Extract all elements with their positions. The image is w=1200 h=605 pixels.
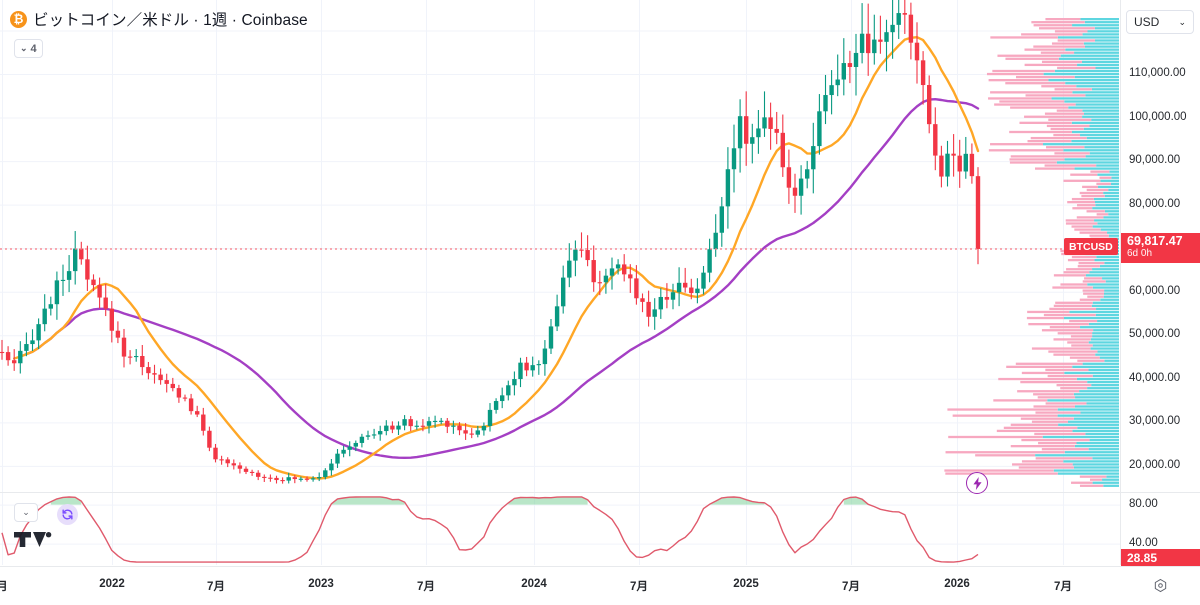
time-tick-label: 2025: [733, 578, 759, 590]
ma-slow-line: [25, 98, 980, 459]
price-tick-label: 30,000.00: [1129, 415, 1181, 428]
price-tick-label: 20,000.00: [1129, 458, 1181, 471]
rsi-tick-label: 80.00: [1129, 497, 1158, 510]
currency-select-value: USD: [1134, 15, 1160, 29]
lightning-bolt-icon[interactable]: [966, 472, 988, 494]
price-tick-label: 50,000.00: [1129, 328, 1181, 341]
chevron-down-icon: ⌄: [20, 43, 28, 53]
price-tick-label: 90,000.00: [1129, 154, 1181, 167]
ma-fast-line: [13, 36, 980, 480]
price-tick-label: 80,000.00: [1129, 197, 1181, 210]
refresh-sync-icon[interactable]: [57, 504, 78, 525]
time-tick-label: 2023: [308, 578, 334, 590]
rsi-chart-canvas[interactable]: [0, 493, 1120, 565]
chart-settings-icon[interactable]: [1150, 575, 1170, 595]
time-tick-label: 7月: [1054, 581, 1072, 593]
time-tick-label: 7月: [630, 581, 648, 593]
bar-countdown: 6d 0h: [1127, 247, 1153, 259]
time-tick-label: 2022: [99, 578, 125, 590]
chevron-down-icon: ⌄: [1178, 16, 1186, 27]
rsi-collapse-badge[interactable]: ⌄: [14, 503, 38, 522]
rsi-indicator-pane[interactable]: [0, 493, 1120, 565]
time-tick-label: 月: [0, 581, 8, 593]
last-price-badge[interactable]: 69,817.47 6d 0h: [1121, 233, 1200, 263]
collapsed-indicators-badge[interactable]: ⌄ 4: [14, 39, 43, 58]
price-tick-label: 110,000.00: [1129, 67, 1186, 80]
rsi-tick-label: 40.00: [1129, 536, 1158, 549]
collapsed-indicators-count: 4: [30, 42, 37, 55]
symbol-badge: BTCUSD: [1064, 238, 1118, 255]
last-price-value: 69,817.47: [1127, 234, 1183, 248]
chart-legend[interactable]: ₿ ビットコイン／米ドル · 1週 · Coinbase: [10, 8, 308, 30]
price-tick-label: 60,000.00: [1129, 284, 1181, 297]
rsi-value-badge: 28.85: [1121, 549, 1200, 566]
time-tick-label: 2024: [521, 578, 547, 590]
page-title: ビットコイン／米ドル · 1週 · Coinbase: [33, 12, 308, 29]
bitcoin-icon: ₿: [10, 10, 27, 28]
rsi-overbought-fill: [50, 496, 869, 505]
chevron-down-icon: ⌄: [22, 507, 30, 517]
volume-profile-bars: [944, 18, 1119, 487]
time-tick-label: 7月: [207, 581, 225, 593]
pane-divider: [0, 492, 1200, 493]
time-tick-label: 2026: [944, 578, 970, 590]
price-tick-label: 100,000.00: [1129, 110, 1187, 123]
tradingview-logo: [14, 528, 52, 550]
time-tick-label: 7月: [842, 581, 860, 593]
rsi-line: [1, 496, 979, 563]
price-tick-label: 40,000.00: [1129, 371, 1181, 384]
price-chart-canvas[interactable]: [0, 0, 1120, 492]
time-axis[interactable]: 月 2022 7月 2023 7月 2024 7月 2025 7月 2026 7月: [0, 566, 1200, 605]
time-tick-label: 7月: [417, 581, 435, 593]
candlestick-series: [0, 0, 981, 484]
currency-select[interactable]: USD ⌄: [1126, 10, 1194, 34]
price-chart-pane[interactable]: [0, 0, 1120, 492]
